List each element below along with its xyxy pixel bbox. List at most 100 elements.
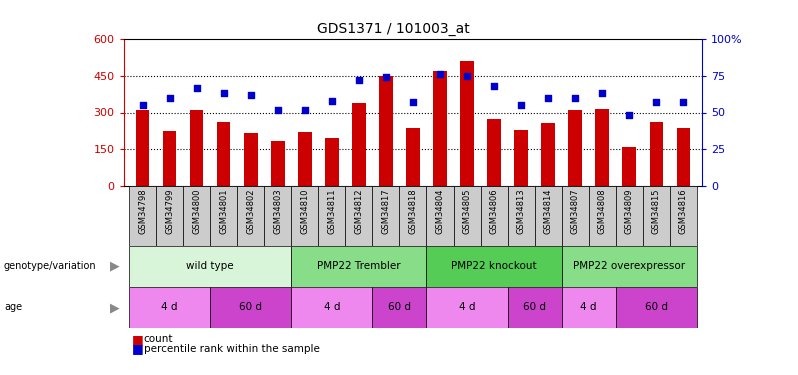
Bar [562,186,589,246]
Bar [129,287,210,328]
Bar [325,138,338,186]
Bar [346,186,373,246]
Bar [291,287,373,328]
Bar [400,186,426,246]
Text: GSM34802: GSM34802 [247,189,255,234]
Point [190,85,203,91]
Point [623,112,636,118]
Text: GSM34813: GSM34813 [516,189,526,234]
Text: PMP22 Trembler: PMP22 Trembler [317,261,401,271]
Bar [508,186,535,246]
Text: GSM34806: GSM34806 [489,189,499,234]
Point [677,99,689,105]
Point [433,72,446,78]
Bar [406,128,420,186]
Bar [217,122,231,186]
Bar [271,141,285,186]
Text: ■: ■ [132,333,144,346]
Text: 60 d: 60 d [645,303,668,312]
Text: GSM34810: GSM34810 [300,189,310,234]
Bar [677,128,690,186]
Bar [589,186,616,246]
Bar [264,186,291,246]
Text: GSM34817: GSM34817 [381,189,390,234]
Bar [190,110,203,186]
Point [515,102,527,108]
Text: PMP22 knockout: PMP22 knockout [451,261,537,271]
Bar [562,287,616,328]
Text: GSM34818: GSM34818 [409,189,417,234]
Bar [515,130,527,186]
Text: genotype/variation: genotype/variation [4,261,97,271]
Bar [650,122,663,186]
Bar [670,186,697,246]
Text: 4 d: 4 d [161,303,178,312]
Text: GSM34805: GSM34805 [463,189,472,234]
Text: GSM34808: GSM34808 [598,189,606,234]
Bar [156,186,184,246]
Bar [541,123,555,186]
Bar [352,103,365,186]
Point [326,98,338,104]
Bar [642,186,670,246]
Bar [184,186,210,246]
Point [244,92,257,98]
Text: GSM34815: GSM34815 [652,189,661,234]
Bar [291,246,426,287]
Bar [616,186,642,246]
Text: GSM34812: GSM34812 [354,189,363,234]
Text: ▶: ▶ [110,301,120,314]
Text: 4 d: 4 d [580,303,597,312]
Point [298,106,311,112]
Text: count: count [144,334,173,344]
Text: 4 d: 4 d [459,303,476,312]
Bar [453,186,480,246]
Bar [488,118,501,186]
Bar [616,287,697,328]
Point [353,77,365,83]
Bar [318,186,346,246]
Bar [568,110,582,186]
Text: GSM34807: GSM34807 [571,189,579,234]
Bar [426,186,453,246]
Point [271,106,284,112]
Bar [210,186,237,246]
Point [406,99,420,105]
Bar [163,131,176,186]
Text: 4 d: 4 d [324,303,340,312]
Text: GSM34798: GSM34798 [138,189,147,234]
Bar [298,132,311,186]
Bar [562,246,697,287]
Point [164,95,176,101]
Point [488,83,500,89]
Bar [244,133,258,186]
Point [569,95,582,101]
Text: percentile rank within the sample: percentile rank within the sample [144,344,319,354]
Bar [129,186,156,246]
Text: wild type: wild type [187,261,234,271]
Bar [129,246,291,287]
Bar [210,287,291,328]
Point [380,74,393,80]
Bar [373,186,400,246]
Text: GSM34814: GSM34814 [543,189,553,234]
Bar [426,246,562,287]
Point [460,73,473,79]
Bar [460,61,474,186]
Bar [535,186,562,246]
Text: ■: ■ [132,342,144,355]
Point [596,90,609,96]
Point [650,99,662,105]
Text: ▶: ▶ [110,260,120,273]
Point [136,102,149,108]
Bar [373,287,426,328]
Bar [379,76,393,186]
Text: GSM34803: GSM34803 [273,189,282,234]
Bar [136,110,149,186]
Bar [433,71,447,186]
Text: GSM34801: GSM34801 [219,189,228,234]
Text: GSM34811: GSM34811 [327,189,337,234]
Point [542,95,555,101]
Bar [426,287,508,328]
Text: 60 d: 60 d [523,303,546,312]
